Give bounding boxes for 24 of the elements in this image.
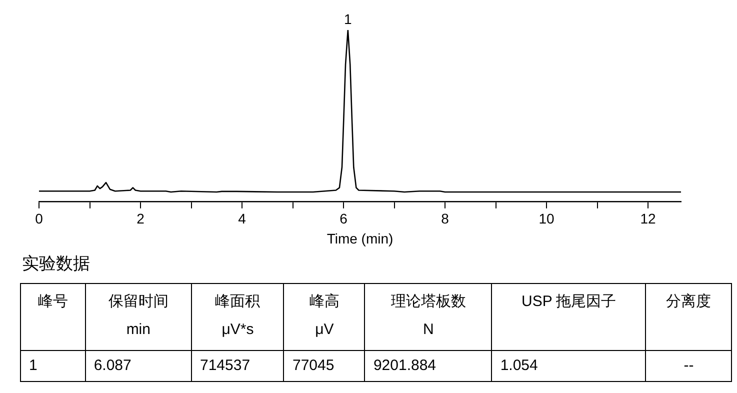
text: 9201.884 (364, 350, 492, 382)
text: 1.054 (492, 350, 646, 382)
x-tick-label: 4 (238, 210, 246, 227)
category-label: 峰高 μV (284, 284, 365, 350)
x-tick-label: 6 (340, 210, 348, 227)
x-tick-label: 8 (441, 210, 450, 227)
x-tick-label: 0 (35, 210, 44, 227)
category-label: 峰面积 μV*s (192, 284, 284, 350)
text: 77045 (284, 350, 365, 382)
category-label: USP 拖尾因子 (492, 284, 646, 350)
category-label: 理论塔板数 N (364, 284, 492, 350)
text: 6.087 (85, 350, 192, 382)
x-tick-label: 12 (640, 210, 656, 227)
x-tick-label: 2 (136, 210, 145, 227)
x-axis-title: Time (min) (326, 230, 394, 246)
category-label: 分离度 (646, 284, 732, 350)
text: 714537 (192, 350, 284, 382)
annotation: 1 (344, 10, 352, 27)
category-label: 保留时间 min (85, 284, 192, 350)
text: -- (646, 350, 732, 382)
text: 1 (20, 350, 86, 382)
text: 实验数据 (22, 253, 91, 275)
category-label: 峰号 (20, 284, 86, 350)
x-tick-label: 10 (538, 210, 555, 227)
